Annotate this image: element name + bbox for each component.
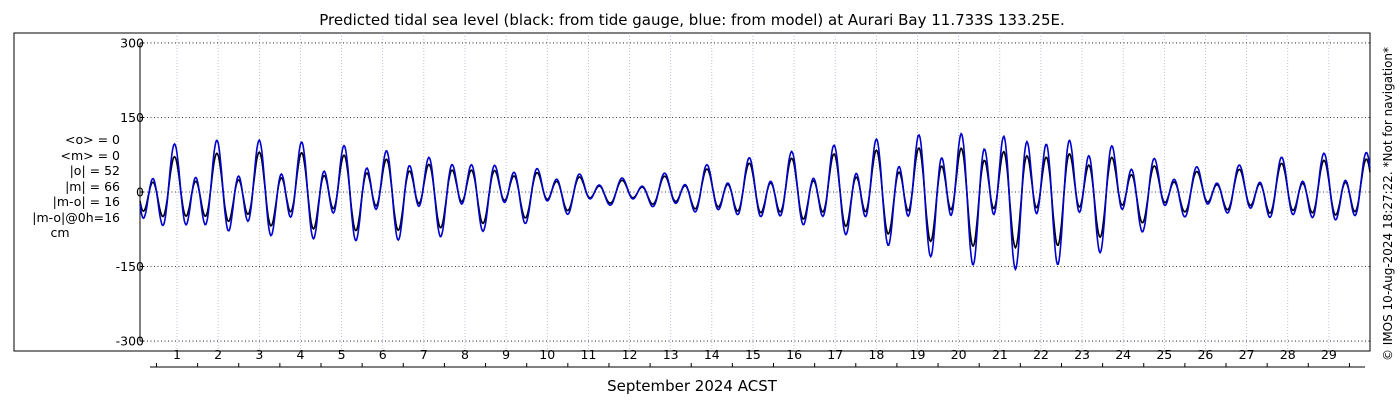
x-tick-label: 22 [1033, 347, 1049, 362]
x-tick-label: 19 [910, 347, 926, 362]
stat-unit: cm [50, 225, 70, 240]
x-tick-label: 17 [827, 347, 843, 362]
stat-mean-obs: <o> = 0 [65, 132, 120, 147]
x-tick-label: 13 [663, 347, 679, 362]
y-tick-label: -150 [116, 259, 144, 274]
x-tick-label: 14 [704, 347, 720, 362]
x-tick-label: 7 [420, 347, 428, 362]
x-tick-label: 3 [255, 347, 263, 362]
statistics-panel: <o> = 0 <m> = 0 |o| = 52 |m| = 66 |m-o| … [10, 132, 120, 241]
x-tick-label: 23 [1074, 347, 1090, 362]
y-tick-label: -300 [116, 334, 144, 349]
x-tick-label: 11 [580, 347, 596, 362]
stat-abs-diff-0h: |m-o|@0h=16 [32, 209, 120, 225]
x-tick-label: 20 [951, 347, 967, 362]
series-group [139, 132, 1371, 272]
stat-abs-diff: |m-o| = 16 [52, 194, 120, 209]
plot-area [13, 32, 1371, 352]
x-tick-label: 4 [296, 347, 304, 362]
x-tick-label: 18 [868, 347, 884, 362]
x-tick-label: 12 [622, 347, 638, 362]
chart-title: Predicted tidal sea level (black: from t… [319, 11, 1065, 29]
x-tick-label: 16 [786, 347, 802, 362]
tide-gauge-series-line [139, 147, 1371, 250]
x-tick-label: 25 [1156, 347, 1172, 362]
x-tick-label: 8 [461, 347, 469, 362]
stat-abs-model: |m| = 66 [65, 178, 120, 194]
y-tick-label: 0 [136, 185, 144, 200]
x-tick-label: 26 [1197, 347, 1213, 362]
y-tick-label: 150 [120, 110, 144, 125]
x-tick-label: 9 [502, 347, 510, 362]
x-tick-label: 1 [173, 347, 181, 362]
watermark-text: © IMOS 10-Aug-2024 18:27:22. *Not for na… [1381, 47, 1395, 361]
x-tick-label: 24 [1115, 347, 1131, 362]
stat-mean-model: <m> = 0 [60, 147, 121, 163]
model-series-line [139, 132, 1371, 272]
x-tick-label: 27 [1239, 347, 1255, 362]
y-tick-label: 300 [120, 35, 144, 50]
x-tick-label: 6 [379, 347, 387, 362]
x-tick-label: 28 [1280, 347, 1296, 362]
x-tick-label: 15 [745, 347, 761, 362]
x-tick-label: 5 [338, 347, 346, 362]
x-axis-label: September 2024 ACST [607, 377, 778, 395]
x-tick-label: 10 [539, 347, 555, 362]
x-tick-label: 29 [1321, 347, 1337, 362]
x-tick-label: 2 [214, 347, 222, 362]
x-tick-label: 21 [992, 347, 1008, 362]
stat-abs-obs: |o| = 52 [69, 163, 120, 178]
